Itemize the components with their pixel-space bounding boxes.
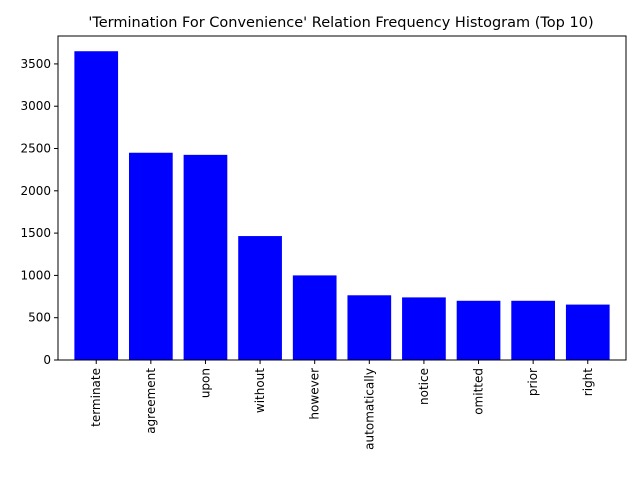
y-tick-label: 1000 [20, 268, 51, 282]
x-tick-label: omitted [472, 368, 486, 415]
bar-upon [183, 154, 228, 360]
y-tick-label: 3000 [20, 99, 51, 113]
x-tick-label: notice [417, 368, 431, 405]
y-tick-label: 1500 [20, 226, 51, 240]
x-tick-label: right [581, 368, 595, 396]
bar-automatically [347, 295, 392, 360]
x-tick-label: prior [526, 368, 540, 396]
bar-prior [511, 300, 555, 360]
bar-without [238, 236, 282, 360]
x-tick-label: however [308, 368, 322, 420]
chart-title: 'Termination For Convenience' Relation F… [88, 15, 593, 31]
bars-group [74, 51, 610, 361]
y-axis: 0 500 1000 1500 2000 2500 3000 3500 [20, 57, 58, 367]
y-tick-label: 2000 [20, 184, 51, 198]
x-axis: terminate agreement upon without however auto… [89, 360, 595, 450]
bar-however [292, 275, 337, 360]
x-tick-label: terminate [89, 368, 103, 427]
y-tick-label: 3500 [20, 57, 51, 71]
bar-notice [402, 297, 446, 360]
x-tick-label: upon [198, 368, 212, 398]
y-tick-label: 2500 [20, 142, 51, 156]
x-tick-label: without [253, 368, 267, 413]
x-tick-label: automatically [362, 368, 376, 450]
bar-agreement [129, 152, 173, 360]
y-tick-label: 0 [43, 353, 51, 367]
bar-right [565, 304, 610, 360]
bar-omitted [456, 300, 501, 360]
bar-terminate [74, 51, 119, 361]
x-tick-label: agreement [144, 368, 158, 434]
plot-frame [57, 35, 627, 361]
y-tick-label: 500 [28, 311, 51, 325]
